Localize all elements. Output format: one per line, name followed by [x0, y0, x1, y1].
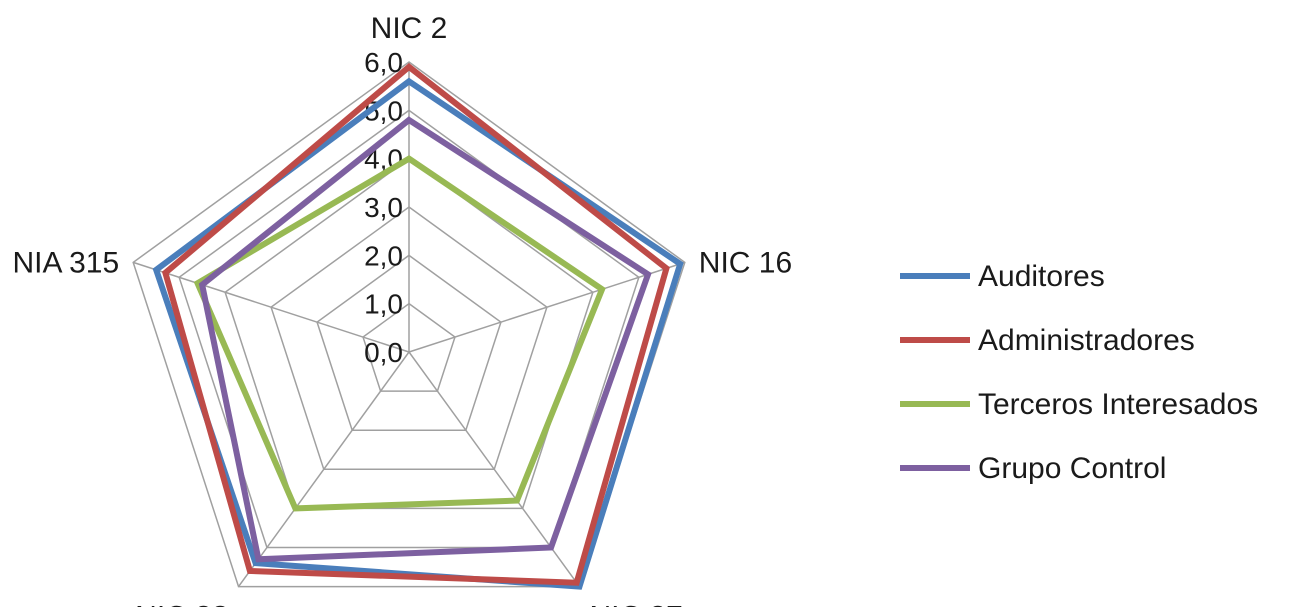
legend-label: Terceros Interesados	[978, 388, 1258, 421]
grid-ring	[132, 61, 686, 588]
category-label: NIC 16	[699, 246, 792, 279]
tick-label: 2,0	[364, 240, 403, 271]
legend-label: Grupo Control	[978, 452, 1166, 485]
radar-grid	[132, 61, 686, 588]
category-labels: NIC 2 NIC 16 NIC 37 NIC 38 NIA 315	[12, 12, 792, 607]
tick-label: 0,0	[364, 337, 403, 368]
legend-label: Administradores	[978, 324, 1195, 357]
radial-tick-labels: 0,01,02,03,04,05,06,0	[364, 47, 403, 368]
series-line-grupo-control	[198, 116, 652, 563]
grid-ring	[316, 254, 502, 431]
grid-ring	[224, 157, 594, 510]
grid-spoke	[408, 261, 686, 353]
series-line-administradores	[161, 62, 670, 586]
tick-label: 3,0	[364, 192, 403, 223]
legend: Auditores Administradores Terceros Interes…	[900, 260, 1258, 485]
grid-ring	[178, 109, 640, 549]
legend-label: Auditores	[978, 260, 1105, 293]
data-series	[152, 62, 684, 590]
category-label: NIC 38	[135, 601, 228, 607]
grid-ring	[270, 206, 548, 471]
grid-spoke	[237, 351, 410, 588]
tick-label: 6,0	[364, 47, 403, 78]
grid-spoke	[132, 261, 410, 353]
category-label: NIA 315	[12, 246, 119, 279]
category-label: NIC 2	[371, 12, 448, 45]
category-label: NIC 37	[589, 601, 682, 607]
grid-ring	[362, 302, 456, 392]
tick-label: 1,0	[364, 289, 403, 320]
